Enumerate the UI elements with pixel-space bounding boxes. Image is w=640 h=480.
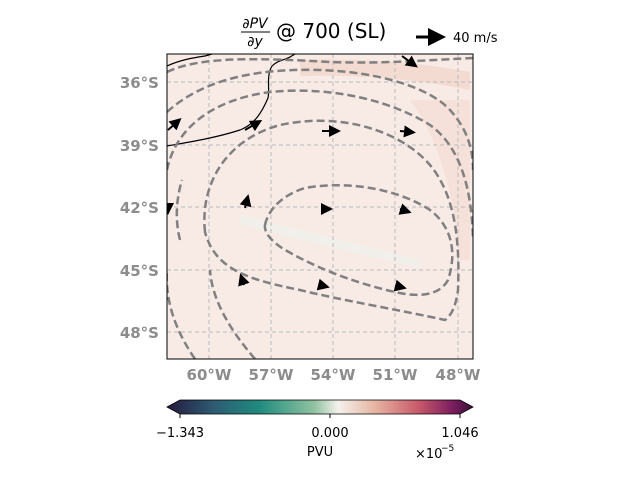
lon-label: 54°W [311,366,356,384]
lat-label: 45°S [120,262,159,280]
title-text: @ 700 (SL) [276,19,386,43]
wind-vector [238,273,250,287]
field-patch-center [240,215,420,268]
contour-line [167,270,197,359]
lon-labels: 60°W 57°W 54°W 51°W 48°W [187,366,481,384]
wind-vector [239,194,252,209]
lon-label: 48°W [436,366,481,384]
wind-vectors [167,55,418,292]
colorbar-scale-exponent: −5 [441,444,454,454]
contour-line [167,68,473,171]
colorbar-units: PVU [307,445,333,460]
contour-line [167,56,473,74]
map-frame [166,53,474,360]
lat-label: 36°S [120,74,159,92]
wind-vector [399,125,416,138]
contour-line [263,184,454,297]
field-patch-east [410,100,470,260]
contour-line [175,179,184,241]
wind-vector [244,119,263,132]
lat-labels: 36°S 39°S 42°S 45°S 48°S [120,74,159,342]
lon-label: 60°W [187,366,232,384]
figure-title: ∂PV ∂y @ 700 (SL) [241,16,386,50]
contour-line [208,269,256,359]
wind-vector [398,203,412,215]
quiver-key: 40 m/s [416,28,498,46]
colorbar-min-label: −1.343 [156,426,204,441]
lat-label: 42°S [120,199,159,217]
colorbar-mid-label: 0.000 [311,426,348,441]
colorbar-scale-base: ×10 [415,447,442,462]
colorbar-bar [166,399,474,415]
wind-vector [401,55,418,68]
lon-label: 51°W [373,366,418,384]
lon-label: 57°W [249,366,294,384]
colorbar: −1.343 0.000 1.046 PVU ×10 −5 [156,399,479,462]
colorbar-max-label: 1.046 [441,426,478,441]
coastline [167,54,296,147]
wind-vector [316,278,330,291]
map-panel [166,53,474,360]
quiver-key-label: 40 m/s [453,31,498,46]
lat-label: 39°S [120,137,159,155]
title-fraction-denominator: ∂y [247,34,263,50]
contour-line [167,89,473,241]
title-fraction-numerator: ∂PV [242,16,269,32]
contours [167,56,473,359]
gridlines [167,54,473,359]
wind-vector [393,279,407,292]
contour-line [203,119,460,322]
lat-label: 48°S [120,324,159,342]
wind-vector [167,118,182,131]
